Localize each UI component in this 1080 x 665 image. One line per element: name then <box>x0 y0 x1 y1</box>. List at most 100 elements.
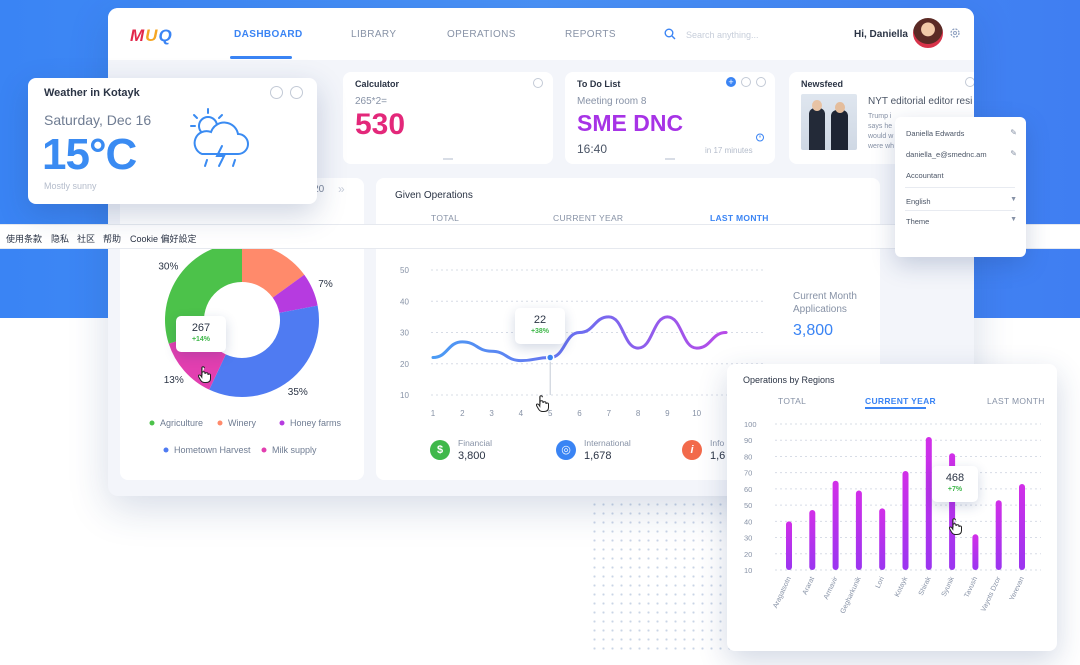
line-tooltip: 22 +38% <box>515 308 565 344</box>
x-tick-label: Shirak <box>918 575 933 596</box>
y-tick-label: 50 <box>400 266 409 275</box>
legend-label: Winery <box>228 418 257 428</box>
bar-ararat[interactable] <box>809 509 816 570</box>
bar-aragatsotn[interactable] <box>786 521 792 570</box>
todo-time: 16:40 <box>577 142 608 156</box>
regions-tab-last-month[interactable]: LAST MONTH <box>987 396 1045 406</box>
pin-icon[interactable] <box>270 86 283 99</box>
close-icon[interactable] <box>965 77 974 87</box>
ops-tab-current-year[interactable]: CURRENT YEAR <box>553 213 624 223</box>
stat-value-financial: 3,800 <box>458 450 486 462</box>
add-outline-icon[interactable] <box>741 77 751 87</box>
pie-slice-hometown-harvest[interactable] <box>209 305 319 397</box>
bar-shirak[interactable] <box>925 436 932 570</box>
footer-link-help[interactable]: 帮助 <box>103 234 122 244</box>
gear-icon[interactable] <box>949 27 961 39</box>
close-icon[interactable] <box>533 78 543 88</box>
regions-tab-total[interactable]: TOTAL <box>778 396 807 406</box>
legend-label: Agriculture <box>160 418 203 428</box>
nav-operations[interactable]: OPERATIONS <box>447 29 516 40</box>
theme-select[interactable]: Theme <box>906 217 930 226</box>
x-tick-label: Tavush <box>963 576 979 599</box>
footer-link-cookie[interactable]: Cookie 偏好設定 <box>130 234 197 244</box>
drag-handle[interactable] <box>443 158 453 160</box>
y-tick-label: 20 <box>744 550 752 559</box>
y-tick-label: 60 <box>744 485 752 494</box>
bar-armavir[interactable] <box>832 480 839 570</box>
globe-icon: ◎ <box>556 440 576 460</box>
pie-slice-winery[interactable] <box>242 243 305 298</box>
close-icon[interactable] <box>756 77 766 87</box>
nav-library[interactable]: LIBRARY <box>351 29 397 40</box>
user-greeting: Hi, Daniella <box>854 29 908 40</box>
add-icon[interactable]: + <box>726 77 736 87</box>
y-tick-label: 10 <box>400 391 409 400</box>
x-tick-label: 1 <box>431 409 436 418</box>
chevron-down-icon[interactable]: ▼ <box>1010 196 1017 203</box>
news-photo[interactable] <box>801 94 857 150</box>
todo-relative-time: in 17 minutes <box>705 146 753 155</box>
news-headline[interactable]: NYT editorial editor resi <box>868 96 973 107</box>
chevron-down-icon[interactable]: ▼ <box>1010 216 1017 223</box>
pie-slice-honey-farms[interactable] <box>272 274 318 313</box>
bar-tavush[interactable] <box>972 534 979 570</box>
y-tick-label: 40 <box>744 517 752 526</box>
y-tick-label: 50 <box>744 501 752 510</box>
calculator-title: Calculator <box>355 79 400 89</box>
ops-tab-total[interactable]: TOTAL <box>431 213 460 223</box>
x-tick-label: 4 <box>519 409 524 418</box>
regions-tab-indicator <box>865 407 926 409</box>
edit-icon[interactable]: ✎ <box>1010 128 1017 137</box>
line-series[interactable] <box>431 315 728 363</box>
legend-dot <box>261 447 267 453</box>
close-icon[interactable] <box>290 86 303 99</box>
x-tick-label: Ararat <box>802 576 816 596</box>
bar-lori[interactable] <box>879 508 886 570</box>
divider <box>905 210 1015 211</box>
current-month-label: Current Month Applications <box>793 291 857 315</box>
x-tick-label: Syunik <box>941 575 956 597</box>
bar-gegharkunik[interactable] <box>855 490 862 570</box>
x-tick-label: 3 <box>489 409 494 418</box>
x-tick-label: Armavir <box>823 575 840 600</box>
edit-icon[interactable]: ✎ <box>1010 149 1017 158</box>
pie-label: 13% <box>164 375 184 386</box>
footer-link-terms[interactable]: 使用条款 <box>6 234 43 244</box>
search-icon[interactable] <box>664 28 676 40</box>
y-tick-label: 90 <box>744 436 752 445</box>
bar-tooltip-value: 468 <box>945 472 965 484</box>
ops-tab-last-month[interactable]: LAST MONTH <box>710 213 769 223</box>
calculator-result: 530 <box>355 108 406 141</box>
bar-tooltip: 468 +7% <box>932 466 978 502</box>
avatar[interactable] <box>911 16 945 50</box>
footer-link-community[interactable]: 社区 <box>77 234 96 244</box>
legend-dot <box>217 420 223 426</box>
footer-link-privacy[interactable]: 隐私 <box>51 234 70 244</box>
nav-reports[interactable]: REPORTS <box>565 29 616 40</box>
legend-label: Honey farms <box>290 418 342 428</box>
y-tick-label: 20 <box>400 360 409 369</box>
search-input[interactable]: Search anything... <box>686 30 759 40</box>
pie-tooltip: 267 +14% <box>176 316 226 352</box>
language-select[interactable]: English <box>906 197 931 206</box>
profile-email: daniella_e@smednc.am <box>906 150 987 159</box>
nav-dashboard[interactable]: DASHBOARD <box>234 29 303 40</box>
regions-tab-current-year[interactable]: CURRENT YEAR <box>865 396 936 406</box>
x-tick-label: Yerevan <box>1009 576 1026 602</box>
line-tooltip-delta: +38% <box>530 328 550 335</box>
bar-vayots-dzor[interactable] <box>995 500 1002 570</box>
drag-handle[interactable] <box>665 158 675 160</box>
bar-yerevan[interactable] <box>1019 484 1025 570</box>
brand-logo[interactable]: MUQ <box>130 26 173 45</box>
legend-label: Hometown Harvest <box>174 445 251 455</box>
newsfeed-title: Newsfeed <box>801 79 844 89</box>
bar-kotayk[interactable] <box>902 471 909 570</box>
stat-label-international: International <box>584 438 631 448</box>
chevron-right-icon[interactable]: » <box>338 182 345 196</box>
legend-dot <box>163 447 169 453</box>
x-tick-label: 5 <box>548 409 553 418</box>
line-point[interactable] <box>545 353 555 362</box>
y-tick-label: 10 <box>744 566 752 575</box>
y-tick-label: 30 <box>400 329 409 338</box>
x-tick-label: 8 <box>636 409 641 418</box>
